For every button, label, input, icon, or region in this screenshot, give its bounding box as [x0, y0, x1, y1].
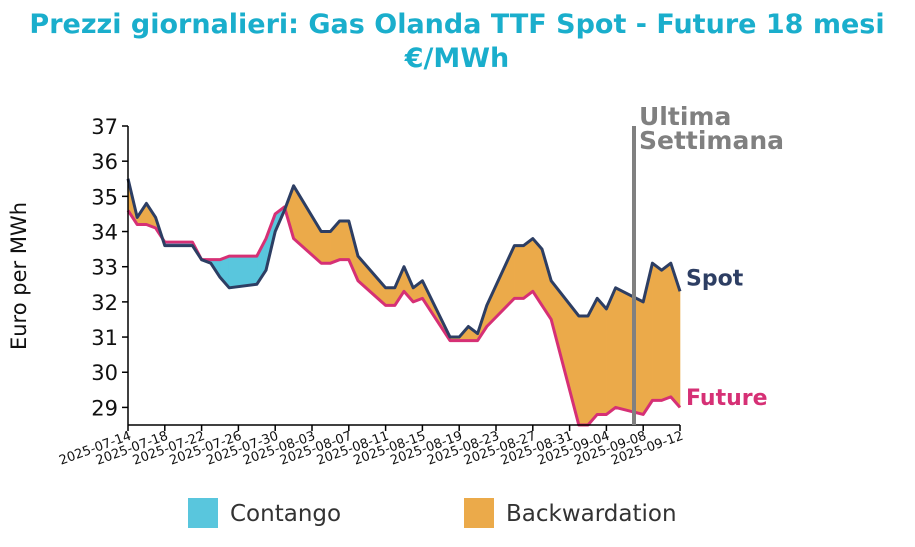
chart-title-line-2: €/MWh: [404, 43, 510, 74]
legend-label-backwardation: Backwardation: [506, 501, 677, 527]
backwardation-area: [514, 245, 524, 299]
series-end-labels: Spot Future: [686, 266, 768, 411]
chart-title-line-1: Prezzi giornalieri: Gas Olanda TTF Spot …: [29, 9, 884, 40]
series-lines: [126, 178, 682, 427]
legend-label-contango: Contango: [230, 501, 341, 527]
backwardation-area: [652, 262, 662, 401]
backwardation-area: [596, 297, 607, 415]
y-tick-label: 35: [91, 185, 118, 209]
y-tick-label: 32: [91, 291, 118, 315]
y-tick-label: 37: [91, 115, 118, 139]
y-tick-label: 34: [91, 221, 118, 245]
last-week-label-line-1: Ultima: [639, 102, 731, 131]
series-line-future: [126, 205, 682, 427]
y-axis-label: Euro per MWh: [7, 202, 31, 350]
backwardation-area: [587, 298, 598, 426]
y-tick-label: 36: [91, 150, 118, 174]
fill-regions: [127, 178, 681, 426]
backwardation-area: [578, 315, 589, 426]
backwardation-area: [320, 231, 331, 264]
backwardation-area: [357, 255, 386, 307]
backwardation-area: [523, 237, 534, 299]
series-label-future: Future: [686, 386, 768, 411]
legend: Contango Backwardation: [188, 498, 677, 528]
y-tick-label: 31: [91, 326, 118, 350]
y-tick-label: 29: [91, 396, 118, 420]
y-tick-label: 30: [91, 361, 118, 385]
backwardation-area: [615, 287, 644, 415]
y-tick-label: 33: [91, 256, 118, 280]
last-week-label-line-2: Settimana: [639, 126, 784, 155]
series-line-spot: [126, 178, 682, 339]
series-label-spot: Spot: [686, 266, 744, 291]
backwardation-area: [339, 220, 350, 260]
backwardation-area: [661, 262, 672, 401]
contango-area: [228, 255, 258, 289]
backwardation-area: [385, 287, 396, 306]
legend-swatch-contango: [188, 498, 218, 528]
legend-swatch-backwardation: [464, 498, 494, 528]
